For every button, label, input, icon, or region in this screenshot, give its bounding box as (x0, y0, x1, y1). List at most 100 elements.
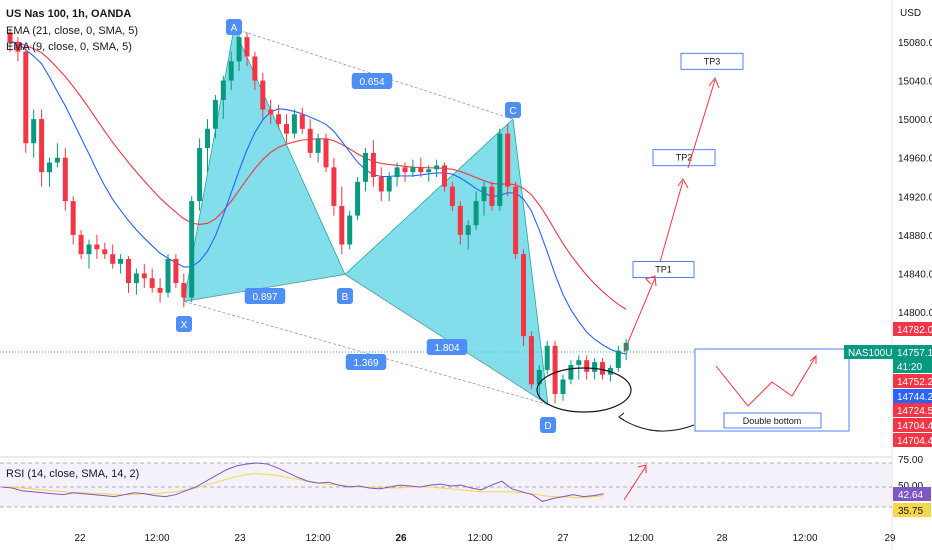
candle-body[interactable] (576, 360, 582, 366)
candle-body[interactable] (442, 165, 447, 187)
candle-body[interactable] (212, 99, 218, 129)
candle-body[interactable] (220, 80, 226, 100)
candle-body[interactable] (378, 177, 384, 192)
candle-body[interactable] (268, 109, 274, 115)
tp1-box[interactable]: TP1 (632, 261, 695, 278)
candle-body[interactable] (284, 123, 289, 134)
candle-body[interactable] (165, 258, 171, 293)
candle-body[interactable] (126, 258, 131, 284)
candle-body[interactable] (457, 205, 463, 235)
candle-body[interactable] (189, 201, 195, 298)
tp2-box[interactable]: TP2 (652, 149, 716, 167)
candle-body[interactable] (39, 119, 45, 173)
candle-body[interactable] (244, 37, 250, 57)
point-x-label[interactable]: X (176, 316, 192, 332)
ratio-xd-label[interactable]: 1.369 (345, 354, 387, 370)
candle-body[interactable] (418, 167, 424, 173)
candle-body[interactable] (149, 278, 155, 288)
candle-body[interactable] (434, 165, 440, 170)
candle-body[interactable] (7, 32, 13, 42)
candle-body[interactable] (600, 362, 605, 375)
candle-body[interactable] (426, 169, 432, 173)
ratio-bd-label[interactable]: 1.804 (426, 339, 468, 355)
point-d-label[interactable]: D (540, 417, 556, 433)
currency-label: USD (900, 8, 921, 19)
double-bottom-box[interactable]: Double bottom (694, 348, 850, 432)
candle-body[interactable] (47, 162, 52, 173)
candle-body[interactable] (307, 128, 313, 153)
candle-body[interactable] (560, 379, 566, 394)
candle-body[interactable] (497, 133, 503, 206)
candle-body[interactable] (521, 254, 526, 337)
candle-body[interactable] (70, 201, 76, 235)
ratio-ab-label[interactable]: 0.654 (351, 73, 393, 89)
candle-body[interactable] (236, 37, 242, 62)
candle-body[interactable] (386, 177, 392, 192)
candle-body[interactable] (197, 148, 203, 202)
candle-body[interactable] (181, 283, 187, 298)
candle-body[interactable] (78, 234, 84, 255)
candle-body[interactable] (449, 186, 455, 206)
price-axis[interactable]: 15080.0 15040.0 15000.0 14960.0 14920.0 14880… (898, 38, 932, 319)
candlestick-series[interactable] (7, 28, 629, 404)
candle-body[interactable] (536, 369, 542, 385)
candle-body[interactable] (544, 345, 550, 370)
candle-body[interactable] (410, 167, 416, 173)
candle-body[interactable] (252, 56, 258, 81)
candle-body[interactable] (339, 205, 345, 245)
point-b-label[interactable]: B (337, 288, 353, 304)
candle-body[interactable] (173, 258, 179, 284)
candle-body[interactable] (505, 133, 511, 187)
candle-body[interactable] (513, 186, 519, 255)
candle-body[interactable] (568, 365, 574, 380)
candle-body[interactable] (94, 244, 100, 250)
candle-body[interactable] (157, 287, 163, 293)
candle-body[interactable] (205, 128, 210, 149)
candle-body[interactable] (228, 61, 234, 81)
price-tick-label: 14840.0 (898, 269, 932, 280)
candle-body[interactable] (141, 273, 147, 279)
annotations[interactable]: X A B C D 0.654 0.897 1.804 1.369 TP1 TP2 TP3 Double… (176, 19, 850, 501)
candle-body[interactable] (276, 114, 282, 124)
double-bottom-ellipse[interactable] (536, 367, 632, 413)
candle-body[interactable] (62, 157, 68, 202)
tp3-box[interactable]: TP3 (680, 52, 744, 70)
candle-body[interactable] (31, 119, 37, 144)
time-tick-label: 27 (557, 533, 569, 544)
candle-body[interactable] (118, 258, 124, 264)
candle-body[interactable] (584, 360, 590, 372)
candle-body[interactable] (465, 225, 471, 235)
candle-body[interactable] (489, 186, 495, 206)
candle-body[interactable] (15, 42, 21, 52)
candle-body[interactable] (86, 244, 92, 255)
candle-body[interactable] (23, 51, 29, 144)
candle-body[interactable] (363, 152, 368, 182)
candle-body[interactable] (315, 138, 321, 153)
candle-body[interactable] (394, 167, 400, 177)
arrow-to-tp3 (687, 79, 716, 169)
candle-body[interactable] (402, 167, 408, 173)
candle-body[interactable] (133, 273, 139, 284)
ratio-xb-label[interactable]: 0.897 (244, 288, 286, 304)
candle-body[interactable] (54, 157, 60, 163)
candle-body[interactable] (110, 254, 116, 264)
candle-body[interactable] (615, 350, 621, 368)
candle-body[interactable] (481, 186, 487, 202)
point-c-label[interactable]: C (505, 102, 521, 118)
candle-body[interactable] (291, 114, 297, 134)
candle-body[interactable] (473, 201, 479, 226)
candle-body[interactable] (331, 167, 337, 206)
candle-body[interactable] (323, 138, 329, 168)
time-axis[interactable]: 22 12:00 23 12:00 26 12:00 27 12:00 28 12:00 29 (74, 533, 896, 544)
candle-body[interactable] (592, 362, 598, 372)
point-a-label[interactable]: A (226, 19, 242, 35)
candle-body[interactable] (299, 114, 305, 129)
candle-body[interactable] (528, 336, 534, 385)
candle-body[interactable] (552, 345, 558, 394)
candle-body[interactable] (260, 80, 266, 110)
candle-body[interactable] (370, 152, 376, 177)
candle-body[interactable] (347, 215, 353, 245)
candle-body[interactable] (355, 181, 361, 216)
candle-body[interactable] (102, 249, 108, 255)
